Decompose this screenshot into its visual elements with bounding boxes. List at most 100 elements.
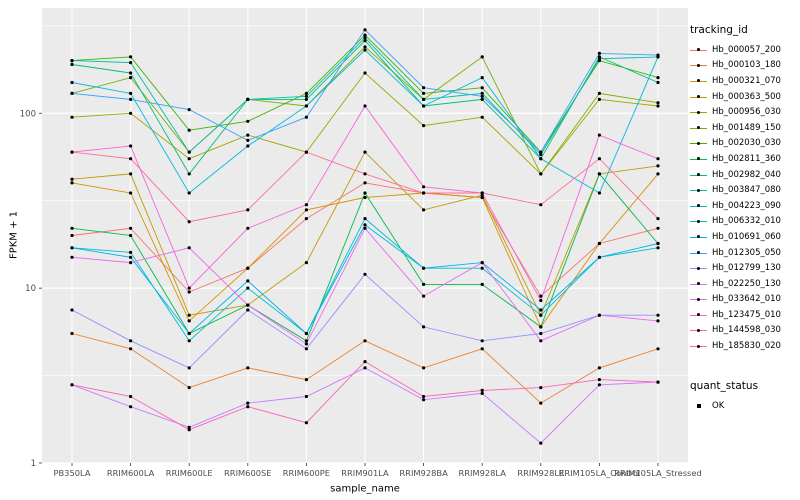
data-point: [129, 394, 133, 399]
data-point: [656, 217, 660, 221]
x-tick-label: RRIM901LA: [341, 468, 389, 478]
data-point: [304, 217, 308, 221]
data-point: [304, 97, 308, 101]
data-point: [304, 94, 308, 98]
data-point: [304, 394, 308, 399]
data-point: [246, 208, 250, 212]
data-point: [70, 181, 74, 185]
legend-color-title: tracking_id: [690, 24, 748, 36]
legend-item: Hb_185830_020: [690, 338, 798, 354]
data-point: [187, 246, 191, 250]
data-point: [422, 191, 426, 195]
legend-item: Hb_010691_060: [690, 229, 798, 245]
data-point: [129, 347, 133, 351]
legend-key-line-icon: [690, 292, 707, 307]
data-point: [304, 203, 308, 207]
data-point: [129, 226, 133, 230]
data-point: [304, 347, 308, 351]
legend-item-label: Hb_002982_040: [712, 169, 781, 180]
data-point: [129, 255, 133, 259]
legend-key-line-icon: [690, 198, 707, 213]
legend-key-line-icon: [690, 42, 707, 57]
data-point: [363, 36, 367, 40]
data-point: [363, 39, 367, 43]
data-point: [129, 76, 133, 80]
legend-item-label: Hb_012305_050: [712, 247, 781, 258]
legend-item-label: Hb_002030_030: [712, 138, 781, 149]
data-point: [129, 61, 133, 65]
data-point: [304, 104, 308, 108]
data-point: [70, 59, 74, 63]
data-point: [129, 191, 133, 195]
data-point: [70, 308, 74, 312]
data-point: [480, 282, 484, 286]
legend-item: Hb_003847_080: [690, 182, 798, 198]
data-point: [363, 217, 367, 221]
data-point: [70, 150, 74, 154]
data-point: [539, 386, 543, 390]
legend-item: Hb_004223_090: [690, 198, 798, 214]
data-point: [422, 124, 426, 128]
data-point: [187, 319, 191, 323]
data-point: [187, 386, 191, 390]
data-point: [187, 339, 191, 343]
legend-key-line-icon: [690, 151, 707, 166]
data-point: [246, 286, 250, 290]
y-tick-label: 10: [25, 284, 36, 294]
data-point: [539, 172, 543, 176]
legend-color-items: Hb_000057_200 Hb_000103_180 Hb_000321_070 H…: [690, 42, 798, 354]
data-point: [480, 76, 484, 80]
data-point: [129, 91, 133, 95]
data-point: [363, 150, 367, 154]
data-point: [129, 339, 133, 343]
data-point: [480, 115, 484, 119]
data-point: [129, 144, 133, 148]
x-tick-label: RRIM105LA_Control: [559, 468, 641, 478]
data-point: [480, 261, 484, 265]
legend-key-line-icon: [690, 276, 707, 291]
legend-item: Hb_006332_010: [690, 214, 798, 230]
x-tick-label: RRIM600LA: [107, 468, 155, 478]
data-point: [363, 104, 367, 108]
x-tick-label: RRIM928BA: [399, 468, 448, 478]
data-point: [597, 157, 602, 161]
data-point: [539, 339, 543, 343]
legend-shape-label: OK: [712, 400, 725, 411]
data-point: [246, 308, 250, 312]
legend-item: Hb_144598_030: [690, 323, 798, 339]
data-point: [304, 342, 308, 346]
legend-key-line-icon: [690, 58, 707, 73]
data-point: [480, 191, 484, 195]
data-point: [187, 286, 191, 290]
legend-key-line-icon: [690, 229, 707, 244]
data-point: [480, 347, 484, 351]
data-point: [480, 339, 484, 343]
data-point: [304, 150, 308, 154]
legend-key-line-icon: [690, 339, 707, 354]
data-point: [597, 313, 602, 317]
data-point: [187, 220, 191, 224]
legend-item-label: Hb_000363_500: [712, 91, 781, 102]
data-point: [480, 91, 484, 95]
data-point: [304, 331, 308, 336]
data-point: [656, 101, 660, 105]
data-point: [422, 97, 426, 101]
data-point: [656, 380, 660, 384]
data-point: [70, 233, 74, 238]
data-point: [363, 223, 367, 227]
data-point: [70, 226, 74, 230]
data-point: [422, 294, 426, 298]
data-point: [70, 383, 74, 387]
legend-item: Hb_012799_130: [690, 260, 798, 276]
legend-item-label: Hb_000956_030: [712, 107, 781, 118]
data-point: [656, 157, 660, 161]
data-point: [539, 308, 543, 312]
legend-item: Hb_000956_030: [690, 104, 798, 120]
x-tick-label: RRIM600SE: [224, 468, 271, 478]
data-point: [597, 133, 602, 137]
data-point: [656, 313, 660, 317]
legend-item: Hb_000057_200: [690, 42, 798, 58]
legend-item-label: Hb_001489_150: [712, 122, 781, 133]
data-point: [187, 313, 191, 317]
